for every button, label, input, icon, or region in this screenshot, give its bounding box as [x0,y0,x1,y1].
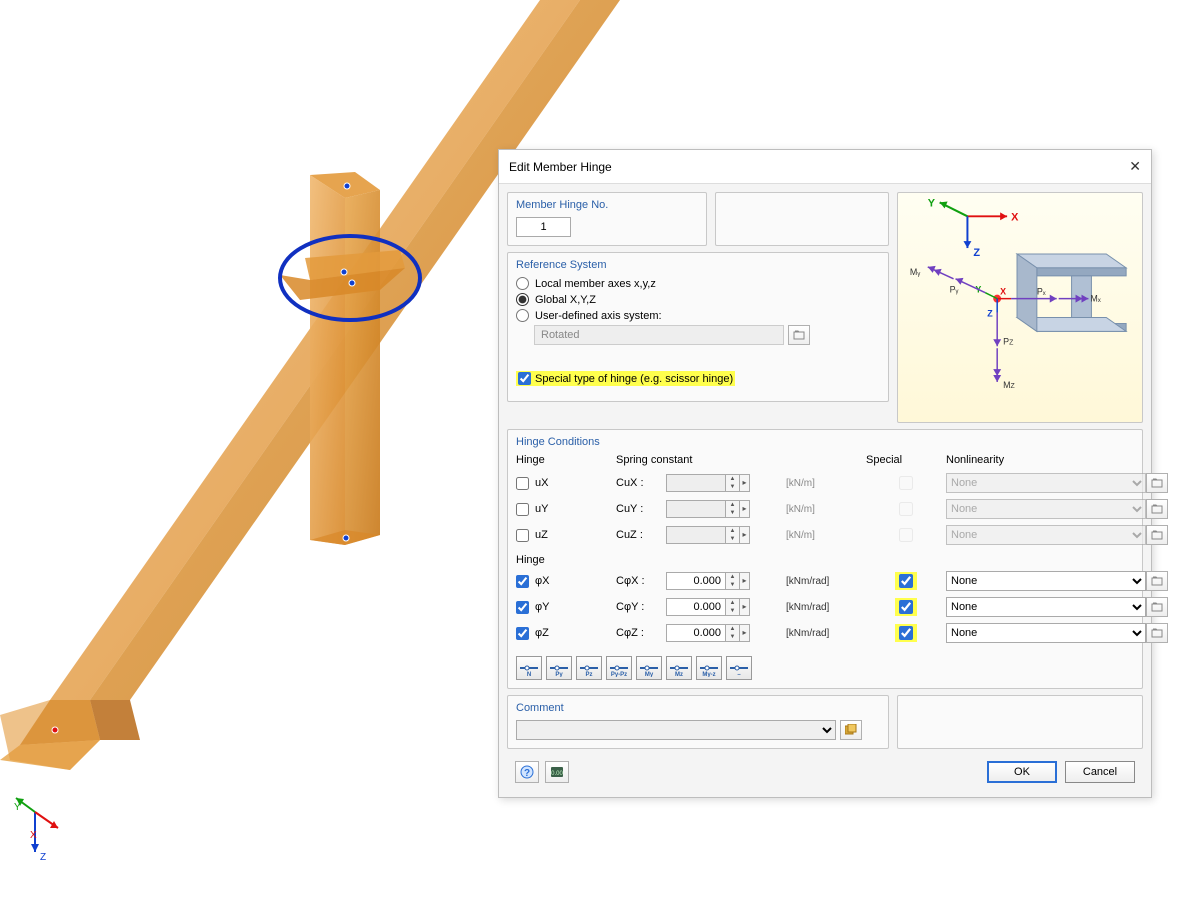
spring-constant-input: ▲▼▸ [666,474,786,492]
cond-header: Hinge Spring constant Special Nonlineari… [516,454,1134,466]
preset-button[interactable]: – [726,656,752,680]
preset-button[interactable]: Py-Pz [606,656,632,680]
special-checkbox [866,476,946,490]
special-checkbox[interactable] [866,598,946,616]
svg-text:0.00: 0.00 [551,771,563,777]
spring-constant-input: ▲▼▸ [666,526,786,544]
svg-text:X: X [30,830,37,841]
special-checkbox [866,502,946,516]
close-icon[interactable]: ✕ [1129,158,1141,175]
nonlinearity-select[interactable]: None [946,597,1146,617]
svg-text:PZ: PZ [1003,336,1014,346]
svg-text:Z: Z [40,852,46,863]
svg-text:Z: Z [973,247,980,259]
svg-text:Y: Y [14,802,21,813]
nonlinearity-edit-icon[interactable] [1146,597,1168,617]
nonlinearity-edit-icon[interactable] [1146,571,1168,591]
hinge-row: φYCφY :▲▼▸[kNm/rad]None [516,594,1134,620]
spring-constant-input[interactable]: ▲▼▸ [666,624,786,642]
preset-button[interactable]: My [636,656,662,680]
svg-text:Y: Y [928,197,936,209]
ok-button[interactable]: OK [987,761,1057,783]
sub-hinge-label: Hinge [516,554,1134,566]
hinge-no-label: Member Hinge No. [516,199,698,211]
hinge-row: φXCφX :▲▼▸[kNm/rad]None [516,568,1134,594]
svg-text:Pₓ: Pₓ [1037,287,1046,297]
nonlinearity-select: None [946,473,1146,493]
svg-text:My: My [645,672,654,677]
preset-button[interactable]: Pz [576,656,602,680]
hinge-checkbox[interactable]: φY [516,601,616,614]
hinge-checkbox[interactable]: uZ [516,529,616,542]
special-checkbox [866,528,946,542]
nonlinearity-edit-icon[interactable] [1146,473,1168,493]
preset-button[interactable]: Mz [666,656,692,680]
preset-button[interactable]: My-z [696,656,722,680]
ref-local-radio[interactable]: Local member axes x,y,z [516,277,880,290]
svg-text:My-z: My-z [702,672,715,677]
preset-button[interactable]: N [516,656,542,680]
svg-text:Mₓ: Mₓ [1090,294,1100,304]
edit-member-hinge-dialog: Edit Member Hinge ✕ Member Hinge No. Ref… [498,149,1152,798]
nonlinearity-select[interactable]: None [946,623,1146,643]
hinge-checkbox[interactable]: uY [516,503,616,516]
spring-constant-input[interactable]: ▲▼▸ [666,598,786,616]
hinge-checkbox[interactable]: φX [516,575,616,588]
comment-library-icon[interactable] [840,720,862,740]
dialog-title: Edit Member Hinge [509,160,612,174]
units-icon[interactable]: 0.00 [545,761,569,783]
preset-toolbar: N Py Pz Py-Pz My Mz My-z – [516,656,1134,680]
coordinate-gizmo: Z X Y [10,790,70,870]
svg-text:Mᵧ: Mᵧ [910,267,920,277]
ref-global-radio[interactable]: Global X,Y,Z [516,293,880,306]
svg-text:Py-Pz: Py-Pz [611,672,627,677]
hinge-row: uZCuZ :▲▼▸[kN/m]None [516,522,1134,548]
preset-button[interactable]: Py [546,656,572,680]
spring-constant-input[interactable]: ▲▼▸ [666,572,786,590]
svg-text:X: X [1000,287,1006,297]
spring-constant-input: ▲▼▸ [666,500,786,518]
ref-sys-title: Reference System [516,259,880,271]
comment-title: Comment [516,702,880,714]
nonlinearity-edit-icon[interactable] [1146,525,1168,545]
hinge-checkbox[interactable]: φZ [516,627,616,640]
ref-user-radio[interactable]: User-defined axis system: [516,309,880,322]
hinge-row: φZCφZ :▲▼▸[kNm/rad]None [516,620,1134,646]
svg-text:Mz: Mz [675,672,683,677]
svg-text:Pz: Pz [585,672,592,677]
special-checkbox[interactable] [866,624,946,642]
nonlinearity-edit-icon[interactable] [1146,499,1168,519]
svg-text:Py: Py [555,672,563,677]
comment-select[interactable] [516,720,836,740]
ref-user-select: Rotated [534,325,784,345]
svg-text:?: ? [524,768,530,779]
special-checkbox[interactable] [866,572,946,590]
cancel-button[interactable]: Cancel [1065,761,1135,783]
hinge-row: uXCuX :▲▼▸[kN/m]None [516,470,1134,496]
svg-text:N: N [527,672,531,677]
nonlinearity-select: None [946,499,1146,519]
svg-text:Z: Z [987,308,993,318]
nonlinearity-select[interactable]: None [946,571,1146,591]
special-hinge-checkbox[interactable]: Special type of hinge (e.g. scissor hing… [516,371,735,386]
hinge-checkbox[interactable]: uX [516,477,616,490]
preview-panel: X Y Z [897,192,1143,423]
help-icon[interactable]: ? [515,761,539,783]
svg-text:Pᵧ: Pᵧ [950,285,959,295]
nonlinearity-select: None [946,525,1146,545]
hinge-cond-title: Hinge Conditions [516,436,1134,448]
svg-text:X: X [1011,211,1019,223]
svg-text:–: – [737,672,741,677]
hinge-row: uYCuY :▲▼▸[kN/m]None [516,496,1134,522]
svg-text:MZ: MZ [1003,380,1015,390]
ref-user-edit-icon[interactable] [788,325,810,345]
hinge-no-input[interactable] [516,217,571,237]
nonlinearity-edit-icon[interactable] [1146,623,1168,643]
titlebar[interactable]: Edit Member Hinge ✕ [499,150,1151,184]
